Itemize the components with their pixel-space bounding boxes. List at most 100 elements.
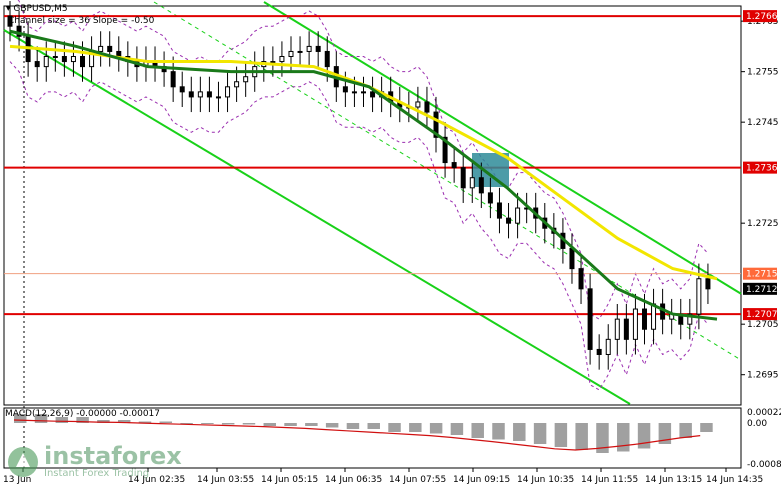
macd-bar bbox=[679, 423, 692, 438]
macd-bar bbox=[55, 417, 69, 423]
x-tick-label: 14 Jun 05:15 bbox=[261, 475, 318, 485]
candle-body bbox=[496, 202, 502, 219]
candle-body bbox=[687, 313, 693, 325]
macd-bar bbox=[242, 423, 256, 425]
macd-bar bbox=[575, 423, 588, 450]
macd-bar bbox=[513, 423, 526, 441]
candle-body bbox=[705, 278, 711, 290]
level-tag-1: 1.2736 bbox=[746, 164, 778, 174]
macd-bar bbox=[429, 423, 443, 434]
y-tick-label: 1.2765 bbox=[747, 17, 779, 27]
candle-body bbox=[460, 167, 466, 189]
channel-upper-line bbox=[263, 1, 742, 295]
candle-body bbox=[614, 318, 620, 340]
chart-title: ▾ GBPUSD,M5 bbox=[6, 4, 68, 14]
ma-slow-line bbox=[9, 29, 718, 321]
candle-body bbox=[478, 177, 484, 194]
candle-body bbox=[696, 278, 702, 315]
candle-body bbox=[342, 86, 348, 93]
macd-bar bbox=[76, 417, 89, 423]
macd-bar bbox=[138, 421, 152, 423]
x-tick-label: 14 Jun 06:35 bbox=[325, 475, 382, 485]
macd-bar bbox=[117, 420, 131, 423]
macd-bar bbox=[305, 423, 318, 426]
macd-bar bbox=[450, 423, 464, 435]
candle-body bbox=[315, 45, 321, 52]
macd-bar bbox=[159, 421, 173, 423]
candle-body bbox=[569, 247, 575, 270]
macd-bar bbox=[637, 423, 651, 449]
y-tick-label: 1.2745 bbox=[747, 118, 779, 128]
x-tick-label: 14 Jun 11:55 bbox=[581, 475, 638, 485]
macd-bar bbox=[700, 423, 713, 432]
macd-tick-label: 0.00 bbox=[747, 419, 767, 429]
current-price-tag-bg bbox=[743, 282, 777, 295]
candle-body bbox=[107, 45, 113, 52]
macd-bar bbox=[492, 423, 505, 440]
candle-body bbox=[451, 162, 457, 169]
x-tick-label: 14 Jun 09:15 bbox=[453, 475, 510, 485]
y-tick-label: 1.2695 bbox=[747, 371, 779, 381]
macd-bar bbox=[367, 423, 380, 429]
candle-body bbox=[197, 91, 203, 98]
candle-body bbox=[297, 50, 303, 53]
macd-bar bbox=[346, 423, 360, 429]
candle-body bbox=[632, 308, 638, 340]
candle-body bbox=[179, 86, 185, 93]
x-tick-label: 13 Jun bbox=[3, 475, 31, 485]
macd-bar bbox=[14, 414, 27, 423]
x-tick-label: 14 Jun 02:35 bbox=[128, 475, 185, 485]
macd-bar bbox=[658, 423, 672, 444]
level-tag-2-bg bbox=[743, 308, 777, 321]
macd-frame bbox=[3, 407, 742, 469]
level-tag-2: 1.2707 bbox=[746, 310, 778, 320]
instaforex-logo-icon bbox=[8, 446, 38, 477]
collapse-arrow-icon[interactable]: ▾ bbox=[6, 4, 11, 14]
current-price-tag: 1.2712 bbox=[746, 285, 778, 295]
macd-bar bbox=[617, 423, 630, 452]
macd-signal-line bbox=[13, 419, 701, 451]
candle-body bbox=[98, 45, 104, 52]
candle-body bbox=[34, 61, 40, 68]
macd-tick-label: 0.00022 bbox=[747, 408, 781, 418]
macd-bar bbox=[34, 414, 48, 423]
candle-body bbox=[7, 15, 13, 27]
macd-bar bbox=[97, 420, 110, 423]
candle-body bbox=[234, 81, 240, 88]
y-tick-label: 1.2755 bbox=[747, 68, 779, 78]
candle-body bbox=[243, 76, 249, 83]
candle-body bbox=[43, 56, 49, 68]
level-tag-0-bg bbox=[743, 10, 777, 23]
macd-bar bbox=[325, 423, 339, 428]
macd-bar bbox=[388, 423, 401, 432]
candle-body bbox=[170, 71, 176, 88]
candle-body bbox=[487, 192, 493, 204]
macd-bar bbox=[201, 423, 214, 424]
macd-bar bbox=[409, 423, 422, 432]
symbol-title: GBPUSD,M5 bbox=[13, 4, 68, 14]
y-tick-label: 1.2705 bbox=[747, 320, 779, 330]
candle-body bbox=[605, 338, 611, 355]
candle-body bbox=[361, 91, 366, 94]
candle-body bbox=[587, 288, 593, 350]
envelope-lower bbox=[9, 61, 709, 391]
macd-bar bbox=[554, 423, 568, 447]
plot-frame bbox=[3, 5, 742, 406]
ma-fast-line bbox=[9, 44, 718, 281]
candle-body bbox=[351, 91, 357, 94]
candle-body bbox=[270, 61, 276, 64]
macd-bar bbox=[221, 423, 235, 425]
macd-bar bbox=[533, 423, 547, 444]
logo-brand: instaforex bbox=[44, 442, 182, 470]
macd-label: MACD(12,26,9) -0.00000 -0.00017 bbox=[5, 409, 161, 419]
candle-body bbox=[279, 56, 285, 63]
candle-body bbox=[370, 91, 376, 98]
logo-tagline: Instant Forex Trading bbox=[44, 468, 150, 479]
candle-body bbox=[288, 50, 294, 58]
candle-body bbox=[306, 45, 312, 52]
candle-body bbox=[623, 318, 629, 340]
candle-body bbox=[225, 86, 231, 98]
macd-bar bbox=[284, 423, 297, 426]
